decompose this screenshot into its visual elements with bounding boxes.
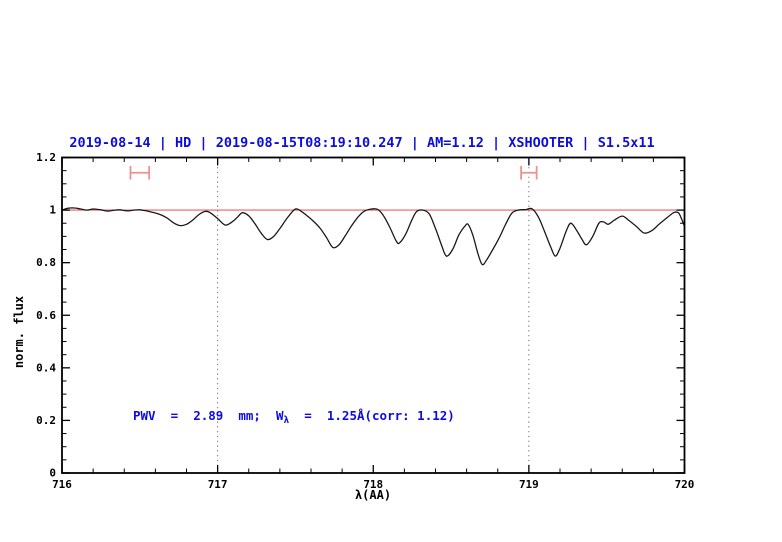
y-tick-label: 0 (49, 467, 56, 480)
x-tick-label: 720 (675, 478, 695, 491)
y-axis-label: norm. flux (12, 295, 26, 369)
x-tick-label: 716 (52, 478, 72, 491)
y-tick-label: 1.2 (36, 151, 56, 164)
x-axis-label: λ(AA) (354, 488, 392, 502)
annotation-text-pre: PWV = 2.89 mm; W (133, 408, 284, 423)
y-tick-label: 0.4 (36, 361, 56, 374)
annotation-lambda-subscript: λ (283, 415, 290, 426)
y-tick-label: 0.6 (36, 309, 56, 322)
y-tick-label: 0.8 (36, 256, 56, 269)
spectrum-line (61, 207, 686, 266)
y-tick-label: 1 (49, 204, 56, 217)
plot-title: 2019-08-14 | HD | 2019-08-15T08:19:10.24… (69, 135, 655, 151)
annotation-text-post: = 1.25Å(corr: 1.12) (289, 408, 455, 423)
x-tick-label: 718 (363, 478, 383, 491)
pwv-annotation: PWV = 2.89 mm; Wλ = 1.25Å(corr: 1.12) (133, 408, 455, 426)
x-tick-label: 717 (208, 478, 228, 491)
x-tick-label: 719 (519, 478, 539, 491)
y-tick-label: 0.2 (36, 414, 56, 427)
